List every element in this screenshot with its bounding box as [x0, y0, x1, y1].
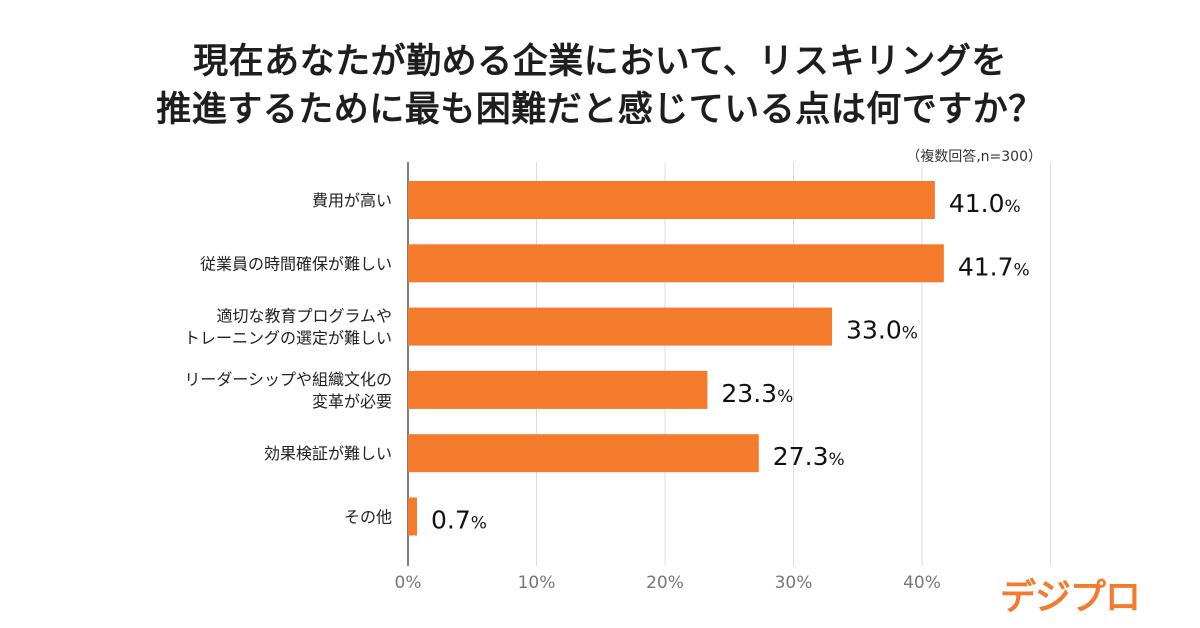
bar-1: [408, 244, 944, 283]
bar-0: [408, 181, 935, 219]
category-label-4: 効果検証が難しい: [264, 444, 392, 463]
bar-3: [408, 370, 708, 409]
brand-logo: デジプロ: [1000, 577, 1141, 618]
category-label-3: リーダーシップや組織文化の変革が必要: [184, 370, 392, 411]
bar-2: [408, 307, 833, 346]
x-tick-label-40: 40%: [903, 573, 941, 593]
category-label-2: 適切な教育プログラムやトレーニングの選定が難しい: [184, 307, 392, 348]
x-tick-label-20: 20%: [646, 573, 684, 593]
sample-note: （複数回答,n=300）: [906, 149, 1042, 165]
title-line-2: 推進するために最も困難だと感じている点は何ですか？: [156, 90, 1044, 130]
value-label-4: 27.3%: [773, 442, 845, 471]
bar-5: [408, 497, 417, 536]
title-line-1: 現在あなたが勤める企業において、リスキリングを: [193, 42, 1007, 82]
category-label-5: その他: [344, 508, 392, 527]
value-label-3: 23.3%: [721, 379, 793, 408]
x-tick-label-30: 30%: [775, 573, 813, 593]
chart-title: 現在あなたが勤める企業において、リスキリングを 推進するために最も困難だと感じて…: [0, 38, 1200, 134]
value-label-1: 41.7%: [958, 252, 1030, 281]
category-label-1: 従業員の時間確保が難しい: [200, 254, 392, 273]
value-label-0: 41.0%: [949, 189, 1021, 218]
x-tick-label-0: 0%: [395, 573, 422, 593]
value-label-5: 0.7%: [431, 506, 487, 535]
bar-4: [408, 434, 759, 473]
value-label-2: 33.0%: [846, 316, 918, 345]
x-tick-label-10: 10%: [518, 573, 556, 593]
category-label-0: 費用が高い: [312, 191, 392, 210]
